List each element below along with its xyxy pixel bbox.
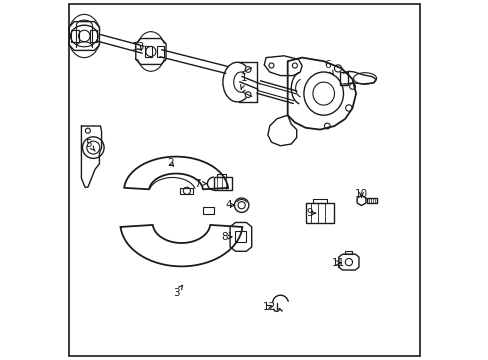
Text: 13: 13 (131, 42, 144, 52)
Text: 7: 7 (194, 179, 206, 189)
Bar (306, 203, 333, 223)
Bar (345, 251, 352, 254)
Bar (145, 46, 152, 57)
Text: 12: 12 (262, 302, 275, 312)
Text: 10: 10 (354, 189, 367, 199)
Text: 8: 8 (221, 232, 231, 242)
Bar (213, 177, 231, 190)
Bar (339, 72, 347, 85)
Text: 2: 2 (167, 158, 174, 168)
Text: 5: 5 (85, 139, 95, 151)
Bar (156, 46, 163, 57)
Text: 3: 3 (172, 285, 182, 298)
Bar (366, 198, 377, 203)
Bar (203, 207, 213, 214)
Bar (180, 188, 193, 194)
Text: 11: 11 (331, 258, 344, 268)
Text: 9: 9 (305, 208, 315, 218)
Text: 4: 4 (224, 200, 234, 210)
Bar (71, 30, 79, 42)
Bar (217, 174, 226, 177)
Text: 1: 1 (240, 73, 247, 89)
Bar (90, 30, 97, 42)
Text: 6: 6 (324, 60, 333, 75)
Bar (312, 199, 326, 203)
Bar (235, 231, 246, 242)
